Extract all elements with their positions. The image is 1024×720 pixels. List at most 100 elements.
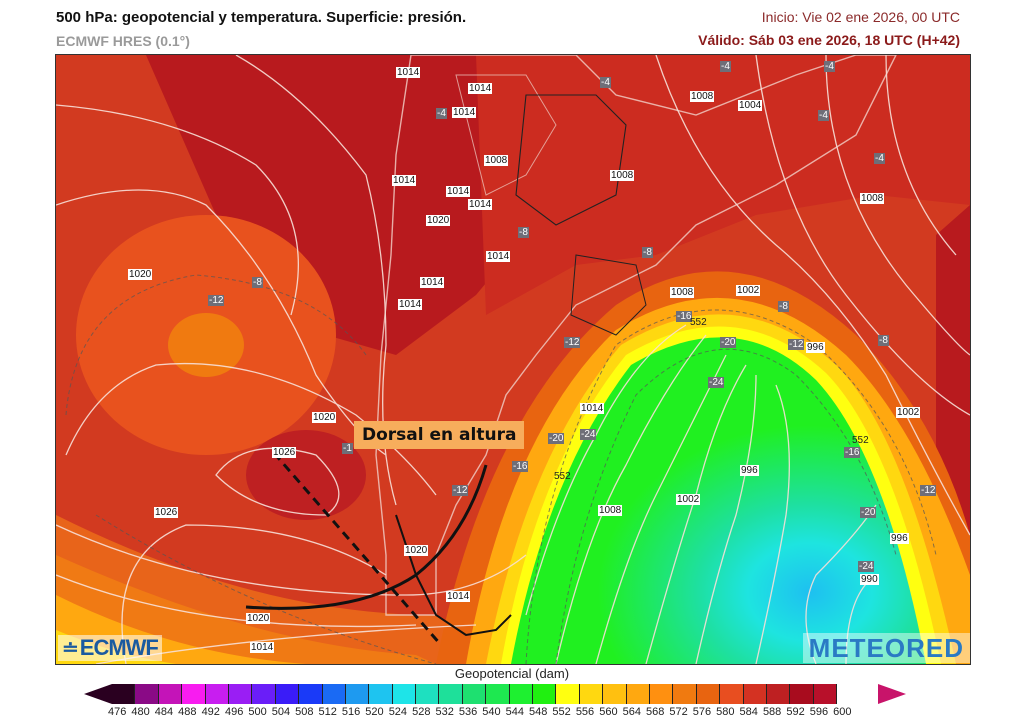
colorbar-tick: 580 xyxy=(716,706,735,718)
isotherm-label: -12 xyxy=(920,485,937,496)
colorbar-tick: 568 xyxy=(645,706,665,718)
colorbar-tick: 476 xyxy=(108,706,127,718)
colorbar-tick: 572 xyxy=(669,706,688,718)
colorbar-ticks: 476 480 484 488 492 496 500 504 508 512 516 520 524 5… xyxy=(108,706,857,718)
isotherm-label: -16 xyxy=(512,461,529,472)
colorbar-tick: 484 xyxy=(154,706,174,718)
model-name: ECMWF HRES (0.1°) xyxy=(56,33,190,49)
colorbar-cell xyxy=(416,684,440,704)
isotherm-label: -12 xyxy=(452,485,469,496)
init-time: Inicio: Vie 02 ene 2026, 00 UTC xyxy=(761,9,960,25)
colorbar-tick: 540 xyxy=(482,706,501,718)
isobar-label: 1020 xyxy=(404,545,429,556)
colorbar-tick: 504 xyxy=(271,706,291,718)
colorbar-tick: 592 xyxy=(786,706,805,718)
colorbar-cell xyxy=(392,684,417,704)
isotherm-label: -20 xyxy=(720,337,737,348)
isotherm-label: -4 xyxy=(436,108,447,119)
colorbar-cell xyxy=(252,684,276,704)
isobar-label: 996 xyxy=(890,533,909,544)
isobar-label: 1014 xyxy=(392,175,417,186)
isotherm-label: -8 xyxy=(778,301,789,312)
colorbar-tick: 520 xyxy=(365,706,384,718)
colorbar-min-cap xyxy=(84,684,112,704)
isobar-label: 1002 xyxy=(736,285,761,296)
isotherm-label: -24 xyxy=(858,561,875,572)
isobar-label: 1014 xyxy=(446,591,471,602)
isobar-label: 1008 xyxy=(484,155,509,166)
colorbar-max-cap xyxy=(878,684,906,704)
colorbar-tick: 560 xyxy=(599,706,618,718)
valid-time: Válido: Sáb 03 ene 2026, 18 UTC (H+42) xyxy=(698,32,960,48)
ridge-annotation: Dorsal en altura xyxy=(354,421,525,449)
isotherm-label: -12 xyxy=(564,337,581,348)
map-fill-layer xyxy=(56,55,970,664)
isobar-label: 1020 xyxy=(246,613,271,624)
colorbar-cell xyxy=(533,684,557,704)
colorbar-tick: 512 xyxy=(318,706,337,718)
isobar-label: 1002 xyxy=(676,494,701,505)
ecmwf-logo: ≐ ECMWF xyxy=(58,635,162,661)
colorbar-cell xyxy=(743,684,767,704)
colorbar-tick: 496 xyxy=(224,706,244,718)
isotherm-label: -24 xyxy=(708,377,725,388)
colorbar-cell xyxy=(345,684,370,704)
colorbar-cell xyxy=(439,684,463,704)
colorbar-cell xyxy=(228,684,253,704)
colorbar-tick: 556 xyxy=(575,706,595,718)
isobar-label: 1008 xyxy=(860,193,885,204)
isotherm-label: -8 xyxy=(642,247,653,258)
colorbar-cell xyxy=(813,684,838,704)
ecmwf-wave-icon: ≐ xyxy=(62,637,79,660)
colorbar-cell xyxy=(579,684,604,704)
colorbar-cell xyxy=(766,684,791,704)
weather-map[interactable]: 1014 1014 1014 1008 1014 1014 1014 1020 1014 1014… xyxy=(55,54,971,665)
isotherm-label: -20 xyxy=(548,433,565,444)
isobar-label: 1014 xyxy=(486,251,511,262)
isobar-label: 1014 xyxy=(468,199,493,210)
colorbar-tick: 600 xyxy=(833,706,852,718)
isobar-label: 1008 xyxy=(670,287,695,298)
isobar-label: 1014 xyxy=(468,83,493,94)
isotherm-label: -8 xyxy=(252,277,263,288)
meteored-logo: METEORED xyxy=(802,633,970,663)
isotherm-label: -4 xyxy=(600,77,611,88)
colorbar-cell xyxy=(182,684,206,704)
isotherm-label: -4 xyxy=(818,110,829,121)
colorbar-tick: 524 xyxy=(388,706,408,718)
isobar-label: 1004 xyxy=(738,100,763,111)
isobar-label: 1014 xyxy=(250,642,275,653)
colorbar-tick: 536 xyxy=(458,706,478,718)
colorbar-title: Geopotencial (dam) xyxy=(454,666,570,681)
isobar-label: 996 xyxy=(806,342,825,353)
isobar-label: 1008 xyxy=(690,91,715,102)
colorbar-cell xyxy=(556,684,580,704)
colorbar-cell xyxy=(720,684,744,704)
colorbar-cell xyxy=(322,684,346,704)
geopotential-label: 552 xyxy=(852,435,869,446)
colorbar-cell xyxy=(205,684,229,704)
colorbar-cell xyxy=(626,684,650,704)
colorbar-cell xyxy=(603,684,627,704)
colorbar-cell xyxy=(369,684,393,704)
isotherm-label: -24 xyxy=(580,429,597,440)
isobar-label: 1002 xyxy=(896,407,921,418)
colorbar-tick: 544 xyxy=(505,706,524,718)
isobar-label: 1014 xyxy=(396,67,421,78)
isotherm-label: -4 xyxy=(874,153,885,164)
colorbar-tick: 508 xyxy=(295,706,314,718)
colorbar-tick: 528 xyxy=(412,706,431,718)
isotherm-label: -12 xyxy=(208,295,225,306)
header-title: 500 hPa: geopotencial y temperatura. Sup… xyxy=(56,9,467,26)
colorbar-cell xyxy=(299,684,323,704)
isobar-label: 1014 xyxy=(580,403,605,414)
isobar-label: 1008 xyxy=(598,505,623,516)
colorbar-tick: 492 xyxy=(201,706,220,718)
isobar-label: 1020 xyxy=(312,412,337,423)
colorbar-tick: 548 xyxy=(529,706,548,718)
isobar-label: 1026 xyxy=(154,507,179,518)
colorbar-tick: 500 xyxy=(248,706,267,718)
colorbar-tick: 588 xyxy=(762,706,782,718)
colorbar-tick: 488 xyxy=(178,706,197,718)
colorbar-cell xyxy=(275,684,300,704)
